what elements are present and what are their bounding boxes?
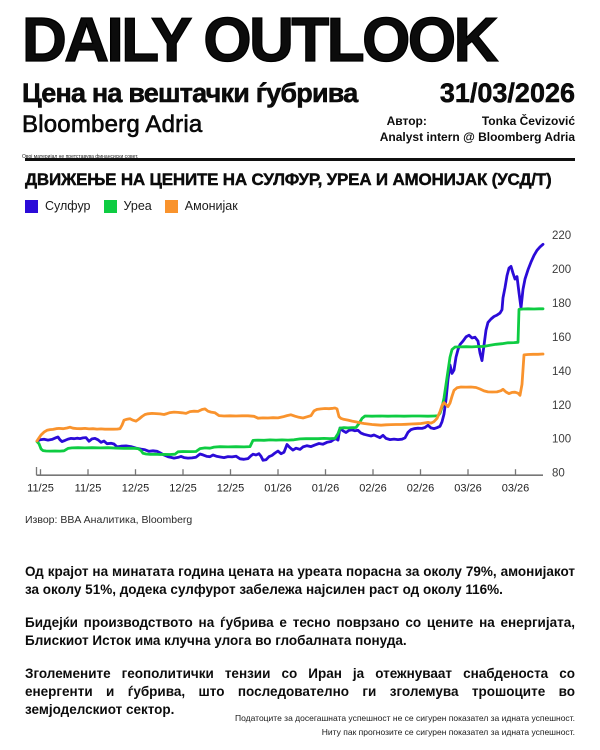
x-axis-label: 11/25 xyxy=(75,483,102,495)
legend-label: Амонијак xyxy=(184,199,238,213)
author-name: Tonka Čevizović xyxy=(481,114,575,128)
legend-item-Уреа: Уреа xyxy=(103,199,152,213)
author-line: Автор: Tonka Čevizović xyxy=(380,114,575,130)
x-axis-label: 02/26 xyxy=(359,483,387,495)
y-axis-label: 160 xyxy=(552,332,571,344)
masthead: DAILY OUTLOOK Цена на вештачки ѓубрива 3… xyxy=(21,0,576,160)
chart-source: Извор: BBA Аналитика, Bloomberg xyxy=(25,514,193,526)
legend-item-Амонијак: Амонијак xyxy=(164,199,238,213)
x-axis-label: 01/26 xyxy=(312,483,340,495)
legend-swatch xyxy=(103,199,117,213)
brand-logo: Bloomberg Adria xyxy=(22,111,203,139)
x-axis-label: 12/25 xyxy=(217,483,245,495)
legend-swatch xyxy=(25,199,38,213)
x-axis-label: 01/26 xyxy=(264,483,292,495)
subhead-row: Цена на вештачки ѓубрива 31/03/2026 xyxy=(22,78,576,109)
chart-title: ДВИЖЕЊЕ НА ЦЕНИТЕ НА СУЛФУР, УРЕА И АМОН… xyxy=(25,170,552,189)
body-paragraph: Бидејќи производството на ѓубрива е тесн… xyxy=(25,614,575,648)
y-axis-label: 100 xyxy=(552,434,571,446)
masthead-disclaimer: Овој материјал не претставува финансиски… xyxy=(22,154,575,160)
body-paragraph: Зголемените геополитички тензии со Иран … xyxy=(25,665,575,717)
x-axis-label: 12/25 xyxy=(122,483,150,495)
series-line-Уреа xyxy=(35,307,545,456)
author-role: Analyst intern @ Bloomberg Adria xyxy=(379,129,575,144)
y-axis-label: 220 xyxy=(552,230,571,242)
body-paragraph: Од крајот на минатата година цената на у… xyxy=(25,564,575,597)
y-axis-label: 140 xyxy=(552,366,571,378)
x-axis-label: 12/25 xyxy=(169,483,197,495)
chart-legend: Сулфур Уреа Амонијак xyxy=(25,199,238,213)
author-block: Автор: Tonka Čevizović Analyst intern @ … xyxy=(380,114,575,145)
x-axis-label: 02/26 xyxy=(407,483,435,495)
x-axis-label: 11/25 xyxy=(27,483,54,495)
x-axis-label: 03/26 xyxy=(454,483,482,495)
footer-line: Податоците за досегашната успешност не с… xyxy=(235,713,575,723)
author-label: Автор: xyxy=(386,114,427,128)
newsletter-subtitle: Цена на вештачки ѓубрива xyxy=(22,78,359,109)
x-axis-label: 03/26 xyxy=(502,483,530,495)
header-divider xyxy=(25,158,575,161)
legend-label: Уреа xyxy=(123,199,152,213)
y-axis-label: 180 xyxy=(552,298,571,310)
footer-line: Ниту пак прогнозите се сигурен показател… xyxy=(321,726,575,737)
y-axis-label: 200 xyxy=(552,264,571,276)
legend-label: Сулфур xyxy=(45,199,91,213)
price-line-chart: 80 100 120 140 160 180 200 220 11/25 11/25 12/25 12… xyxy=(27,230,571,495)
newsletter-title: DAILY OUTLOOK xyxy=(21,6,499,75)
legend-item-Сулфур: Сулфур xyxy=(25,199,91,213)
legend-swatch xyxy=(164,199,178,213)
y-axis-label: 120 xyxy=(552,400,571,412)
footer-disclaimer: Податоците за досегашната успешност не с… xyxy=(235,712,575,739)
y-axis-label: 80 xyxy=(552,468,565,480)
issue-date: 31/03/2026 xyxy=(439,78,576,109)
series-line-Амонијак xyxy=(35,352,545,443)
brand-row: Bloomberg Adria Автор: Tonka Čevizović A… xyxy=(22,111,575,145)
body-copy: Од крајот на минатата година цената на у… xyxy=(25,563,575,734)
